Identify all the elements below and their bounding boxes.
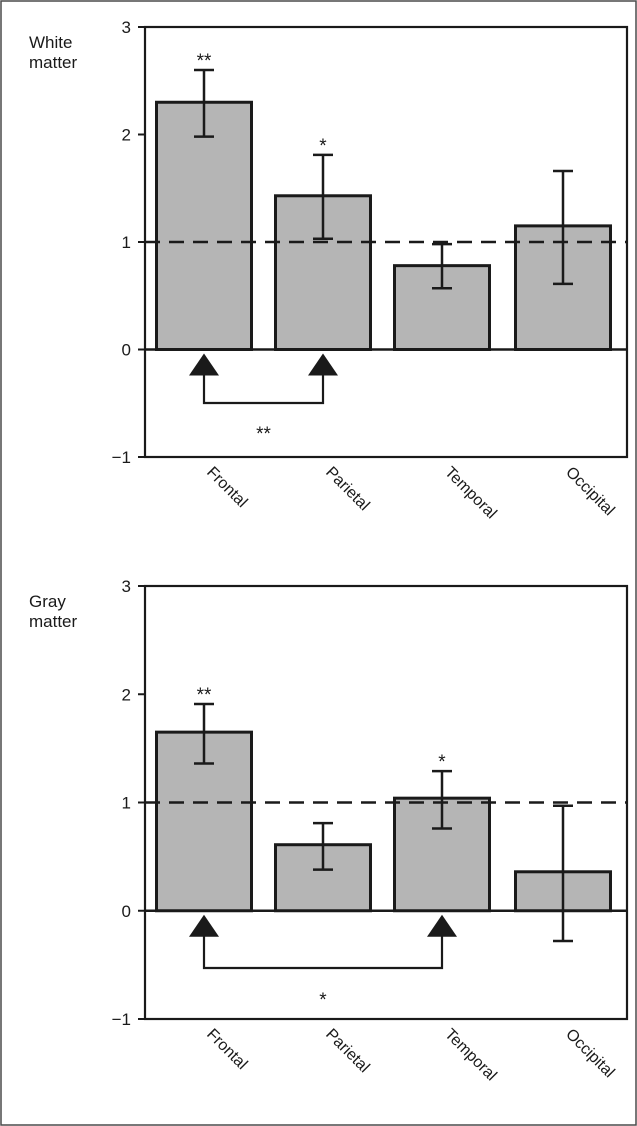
y-tick-label: −1	[112, 1010, 131, 1029]
y-tick-label: 0	[122, 341, 131, 360]
significance-label: *	[438, 752, 446, 773]
category-label-frontal: Frontal	[203, 1026, 250, 1073]
y-tick-label: 3	[122, 577, 131, 596]
y-tick-label: 3	[122, 18, 131, 37]
comparison-arrow	[308, 353, 338, 376]
y-axis-label: Gray matter	[29, 592, 78, 631]
category-label-parietal: Parietal	[322, 464, 372, 514]
significance-label: **	[197, 51, 212, 72]
y-axis-label-line: matter	[29, 612, 78, 631]
y-tick-label: 1	[122, 233, 131, 252]
significance-label: *	[319, 136, 327, 157]
significance-label: **	[197, 685, 212, 706]
y-tick-label: 2	[122, 126, 131, 145]
comparison-arrow	[189, 914, 219, 937]
category-label-frontal: Frontal	[203, 464, 250, 511]
y-tick-label: 0	[122, 902, 131, 921]
category-label-parietal: Parietal	[322, 1026, 372, 1076]
comparison-label: *	[319, 990, 327, 1011]
y-axis-label-line: Gray	[29, 592, 66, 611]
y-tick-label: 2	[122, 685, 131, 704]
y-axis-label: White matter	[29, 33, 78, 72]
comparison-bracket	[202, 373, 325, 405]
y-tick-label: −1	[112, 448, 131, 467]
y-tick-label: 1	[122, 794, 131, 813]
category-label-temporal: Temporal	[441, 1026, 500, 1085]
comparison-bracket	[202, 934, 444, 970]
y-axis-label-line: White	[29, 33, 72, 52]
category-label-occipital: Occipital	[562, 1026, 617, 1081]
y-axis-label-line: matter	[29, 53, 78, 72]
comparison-label: **	[256, 424, 271, 445]
comparison-arrow	[427, 914, 457, 937]
category-label-temporal: Temporal	[441, 464, 500, 523]
bar-frontal	[155, 100, 253, 351]
category-label-occipital: Occipital	[562, 464, 617, 519]
comparison-arrow	[189, 353, 219, 376]
